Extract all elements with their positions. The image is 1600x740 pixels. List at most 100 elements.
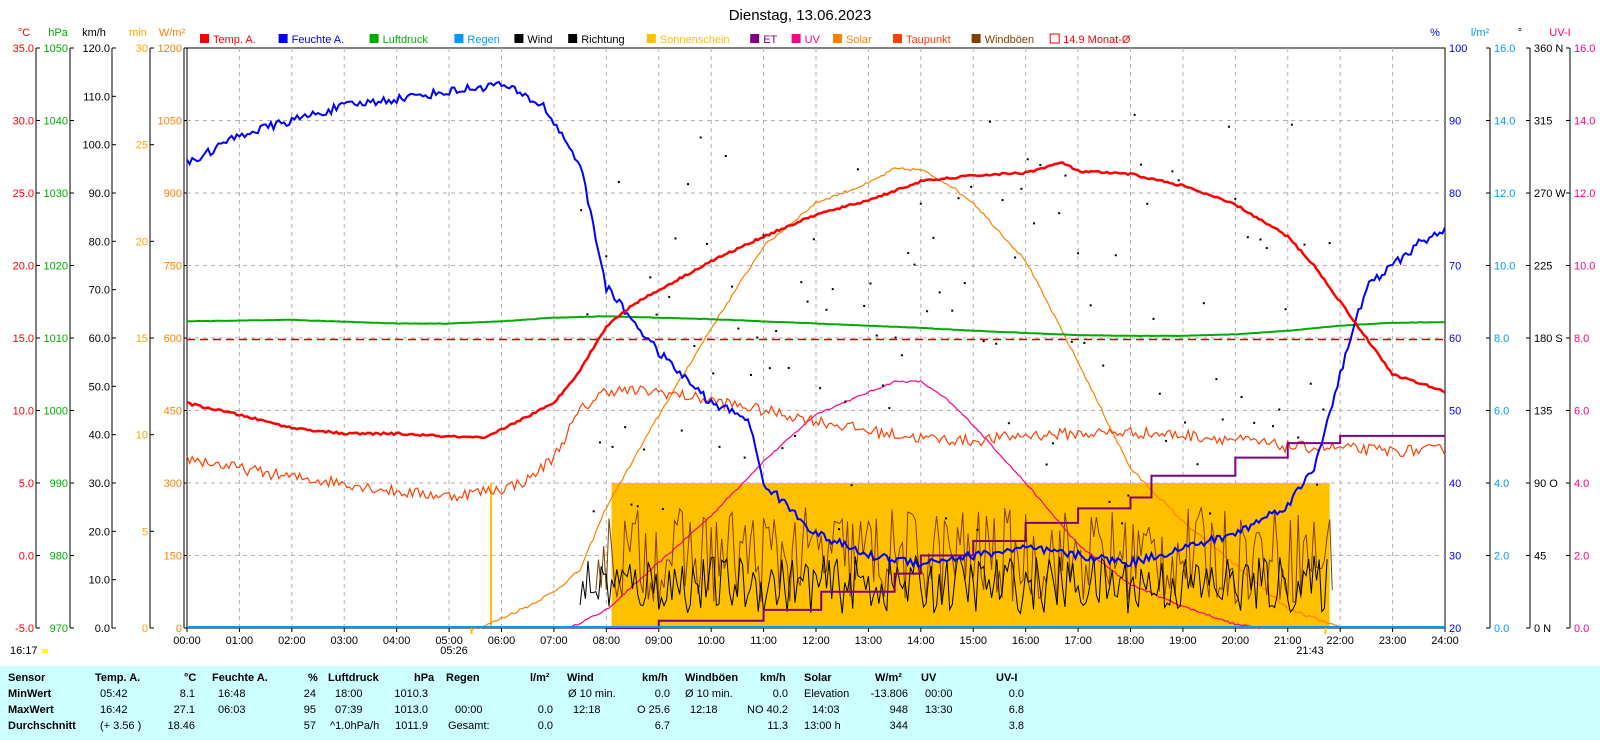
right-axis-tick-label: 225	[1534, 261, 1552, 273]
wind-direction-point	[919, 202, 922, 205]
wind-direction-point	[1058, 212, 1061, 215]
right-axis-tick-label: 4.0	[1574, 478, 1589, 490]
left-axis-tick-label: 10.0	[89, 575, 110, 587]
right-axis-tick-label: 0.0	[1494, 623, 1509, 635]
wind-direction-point	[1328, 242, 1331, 245]
x-tick-label: 14:00	[907, 635, 935, 647]
right-axis-tick-label: 10.0	[1494, 261, 1515, 273]
left-axis-tick-label: -5.0	[15, 623, 34, 635]
x-tick-label: 07:00	[540, 635, 568, 647]
left-axis-tick-label: 990	[50, 478, 68, 490]
stats-avg-temp-time: (+ 3.56 )	[100, 720, 142, 732]
left-axis-tick-label: 150	[164, 551, 182, 563]
left-axis-tick-label: 600	[164, 333, 182, 345]
legend-swatch	[454, 34, 464, 43]
legend-swatch	[791, 34, 801, 43]
right-axis-tick-label: 0 N	[1534, 623, 1551, 635]
wind-direction-point	[624, 426, 627, 429]
stats-avg-rain-time: Gesamt:	[448, 720, 490, 732]
stats-min-row: MinWert 05:42 8.1 16:48 24 18:00 1010.3 …	[0, 686, 1600, 702]
left-axis-tick-label: 35.0	[13, 43, 34, 55]
right-axis-tick-label: 100	[1449, 43, 1467, 55]
wind-direction-point	[1033, 222, 1036, 225]
wind-line	[579, 555, 1328, 615]
left-axis-tick-label: 100.0	[82, 140, 110, 152]
stats-max-gust-value: NO 40.2	[747, 704, 788, 716]
right-axis-tick-label: 40	[1449, 478, 1461, 490]
legend-label: Richtung	[581, 34, 624, 46]
legend-label: ET	[763, 34, 777, 46]
wind-direction-point	[636, 505, 639, 508]
chart-legend: Temp. A. Feuchte A. Luftdruck Regen Wind Rich…	[200, 33, 1131, 46]
wind-direction-point	[655, 313, 658, 316]
stats-header-press: Luftdruck	[328, 672, 379, 684]
left-axis-tick-label: 60.0	[89, 333, 110, 345]
stats-avg-row: Durchschnitt (+ 3.56 ) 18.46 57 ^1.0hPa/…	[0, 718, 1600, 734]
wind-direction-point	[793, 434, 796, 437]
stats-header-temp-unit: °C	[184, 672, 197, 684]
wind-direction-point	[724, 155, 727, 158]
humidity-line	[186, 80, 1446, 569]
wind-direction-point	[611, 445, 614, 448]
left-axis-unit: km/h	[82, 27, 106, 39]
stats-min-press-value: 1010.3	[394, 688, 428, 700]
right-axes: % 100 90 80 70 60 50 40 30 20 l/m² 16.0 14.0 12.0 10.0…	[1430, 27, 1595, 635]
right-axis-tick-label: 4.0	[1494, 478, 1509, 490]
legend-swatch	[568, 34, 578, 43]
wind-direction-point	[749, 373, 752, 376]
wind-direction-point	[1177, 179, 1180, 182]
wind-direction-point	[913, 263, 916, 266]
stats-header-rain: Regen	[446, 672, 480, 684]
left-axis-unit: min	[129, 27, 147, 39]
stats-min-gust-time: Ø 10 min.	[685, 688, 733, 700]
legend-swatch	[833, 34, 842, 43]
wind-direction-point	[875, 334, 878, 337]
left-axis-tick-label: 120.0	[82, 43, 110, 55]
wind-direction-point	[1290, 123, 1293, 126]
wind-direction-point	[825, 308, 828, 311]
stats-min-temp-value: 8.1	[179, 688, 195, 700]
wind-direction-point	[1051, 442, 1054, 445]
wind-direction-point	[1114, 254, 1117, 257]
wind-direction-point	[781, 447, 784, 450]
wind-direction-point	[661, 508, 664, 511]
x-tick-label: 21:00	[1274, 635, 1302, 647]
statistics-panel: Sensor Temp. A. °C Feuchte A. % Luftdruc…	[0, 666, 1600, 740]
wind-direction-point	[1083, 341, 1086, 344]
stats-min-wind-value: 0.0	[654, 688, 670, 700]
right-axis-unit: %	[1430, 27, 1440, 39]
legend-label: Regen	[467, 34, 499, 46]
left-axis-tick-label: 15.0	[13, 333, 34, 345]
left-axis-tick-label: 0.0	[95, 623, 110, 635]
right-axis-tick-label: 90 O	[1534, 478, 1558, 490]
right-axis-tick-label: 180 S	[1534, 333, 1563, 345]
wind-direction-point	[1246, 236, 1249, 239]
left-axis-tick-label: 1000	[44, 406, 68, 418]
wind-direction-point	[1001, 199, 1004, 202]
wind-direction-point	[1253, 421, 1256, 424]
wind-direction-point	[806, 300, 809, 303]
right-axis-tick-label: 50	[1449, 406, 1461, 418]
right-axis-unit: UV-I	[1549, 27, 1570, 39]
et-line	[606, 434, 1445, 629]
legend-label: Taupunkt	[906, 34, 951, 46]
right-axis-unit: l/m²	[1471, 27, 1490, 39]
wind-direction-point	[1039, 164, 1042, 167]
wind-direction-point	[1240, 395, 1243, 398]
wind-direction-point	[643, 448, 646, 451]
stats-header-wind-unit: km/h	[642, 672, 668, 684]
legend-swatch	[750, 34, 760, 43]
legend-swatch	[369, 34, 379, 43]
sunset-label: 21:43	[1296, 645, 1324, 657]
x-tick-label: 10:00	[697, 635, 725, 647]
wind-direction-point	[1221, 418, 1224, 421]
left-axis-tick-label: 300	[164, 478, 182, 490]
wind-direction-point	[668, 295, 671, 298]
right-axis-tick-label: 135	[1534, 406, 1552, 418]
wind-direction-point	[982, 340, 985, 343]
wind-direction-point	[762, 234, 765, 237]
x-tick-label: 11:00	[750, 635, 777, 647]
x-tick-label: 09:00	[645, 635, 673, 647]
wind-direction-point	[1209, 512, 1212, 515]
legend-label: UV	[805, 34, 821, 46]
